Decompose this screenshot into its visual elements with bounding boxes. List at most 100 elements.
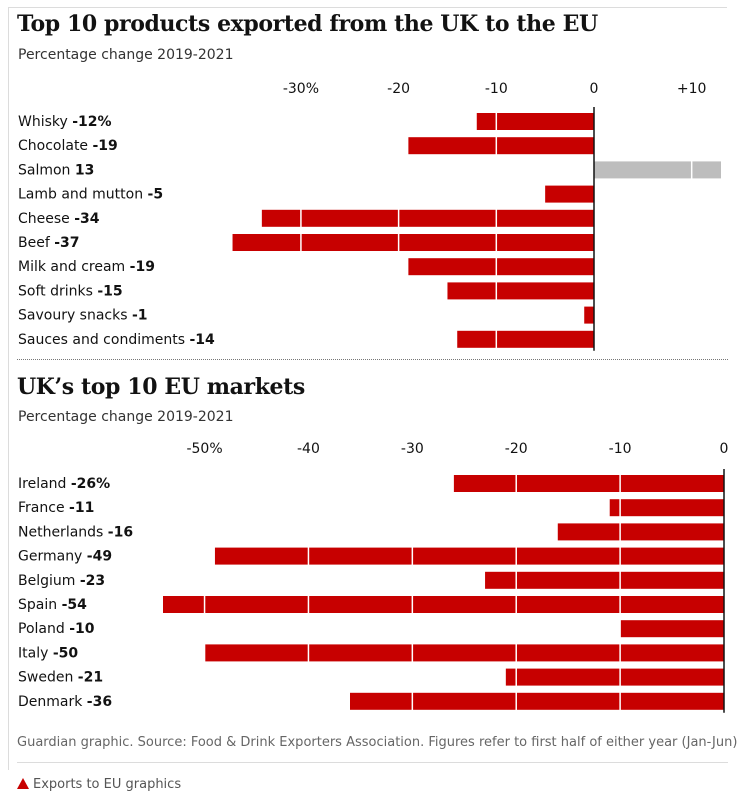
bar	[594, 161, 721, 179]
category-label: Germany	[18, 549, 87, 565]
row-label: Italy -50	[18, 645, 78, 661]
tick-label: -20	[387, 81, 410, 97]
row-label: Savoury snacks -1	[18, 308, 148, 324]
bar	[408, 137, 594, 155]
tick-label: -10	[485, 81, 508, 97]
row-label: Sweden -21	[18, 670, 103, 686]
chart2-subtitle: Percentage change 2019-2021	[18, 409, 234, 425]
category-label: Ireland	[18, 476, 71, 492]
row-label: Belgium -23	[18, 573, 105, 589]
bar	[457, 330, 594, 348]
row-label: Cheese -34	[18, 211, 100, 227]
value-label: -16	[108, 524, 133, 540]
row-label: Poland -10	[18, 621, 95, 637]
category-label: France	[18, 500, 69, 516]
tick-label: -10	[609, 441, 632, 457]
bar	[609, 499, 724, 517]
row-label: Spain -54	[18, 597, 87, 613]
value-label: -1	[132, 308, 148, 324]
tick-label: -40	[297, 441, 320, 457]
value-label: -37	[54, 235, 79, 251]
bar	[545, 185, 594, 203]
row-label: Whisky -12%	[18, 114, 112, 130]
value-label: 13	[75, 162, 94, 178]
category-label: Poland	[18, 621, 69, 637]
related-link-label: Exports to EU graphics	[33, 777, 182, 792]
category-label: Spain	[18, 597, 62, 613]
tick-label: 0	[720, 441, 729, 457]
bar	[350, 692, 724, 710]
category-label: Salmon	[18, 162, 75, 178]
row-label: Chocolate -19	[18, 138, 118, 154]
chart2-title: UK’s top 10 EU markets	[17, 374, 305, 400]
value-label: -15	[97, 283, 122, 299]
value-label: -19	[130, 259, 155, 275]
bar	[505, 668, 724, 686]
category-label: Milk and cream	[18, 259, 130, 275]
value-label: -5	[148, 187, 164, 203]
value-label: -19	[93, 138, 118, 154]
value-label: -23	[80, 573, 105, 589]
section-divider	[17, 359, 728, 360]
left-rule	[8, 7, 9, 770]
tick-label: -20	[505, 441, 528, 457]
category-label: Savoury snacks	[18, 308, 132, 324]
row-label: Denmark -36	[18, 694, 112, 710]
row-label: Ireland -26%	[18, 476, 110, 492]
category-label: Denmark	[18, 694, 87, 710]
value-label: -10	[69, 621, 95, 637]
row-label: Milk and cream -19	[18, 259, 155, 275]
value-label: -50	[53, 645, 79, 661]
bar	[453, 475, 724, 492]
category-label: Netherlands	[18, 524, 108, 540]
products-bar-chart: -30% -20 -10 0 +10 Whisky -12% Chocolate -19 Sa…	[18, 81, 721, 351]
category-label: Lamb and mutton	[18, 187, 148, 203]
row-label: Germany -49	[18, 549, 112, 565]
category-label: Sauces and condiments	[18, 332, 189, 348]
category-label: Beef	[18, 235, 54, 251]
category-label: Cheese	[18, 211, 74, 227]
bar	[163, 596, 724, 613]
row-label: Lamb and mutton -5	[18, 187, 163, 203]
value-label: -12%	[72, 114, 111, 130]
chart1-title: Top 10 products exported from the UK to …	[17, 11, 598, 37]
value-label: -11	[69, 500, 94, 516]
category-label: Whisky	[18, 114, 72, 130]
tick-label: +10	[677, 81, 707, 97]
value-label: -26%	[71, 476, 110, 492]
value-label: -54	[62, 597, 88, 613]
category-label: Sweden	[18, 670, 78, 686]
bar	[485, 571, 724, 589]
category-label: Chocolate	[18, 138, 93, 154]
tick-label: -30%	[283, 81, 319, 97]
row-label: Netherlands -16	[18, 524, 133, 540]
triangle-icon	[17, 778, 29, 789]
bar-group	[163, 475, 725, 710]
related-link[interactable]: Exports to EU graphics	[17, 777, 181, 792]
bar	[232, 234, 595, 251]
row-label: Soft drinks -15	[18, 283, 123, 299]
source-note: Guardian graphic. Source: Food & Drink E…	[17, 735, 738, 750]
bar	[447, 282, 594, 300]
value-label: -14	[189, 332, 215, 348]
bar	[204, 644, 725, 662]
value-label: -21	[78, 670, 103, 686]
category-label: Belgium	[18, 573, 80, 589]
value-label: -36	[87, 694, 112, 710]
footer-rule	[17, 762, 728, 763]
tick-label: 0	[590, 81, 599, 97]
tick-label: -30	[401, 441, 424, 457]
row-label: France -11	[18, 500, 94, 516]
row-label: Beef -37	[18, 235, 80, 251]
bar	[557, 523, 724, 541]
chart1-subtitle: Percentage change 2019-2021	[18, 47, 234, 63]
bar	[261, 209, 594, 227]
value-label: -49	[87, 549, 112, 565]
bar	[476, 113, 594, 130]
bar-group	[232, 113, 721, 348]
bar	[214, 547, 724, 565]
row-label: Salmon 13	[18, 162, 94, 178]
bar	[584, 306, 594, 324]
value-label: -34	[74, 211, 100, 227]
